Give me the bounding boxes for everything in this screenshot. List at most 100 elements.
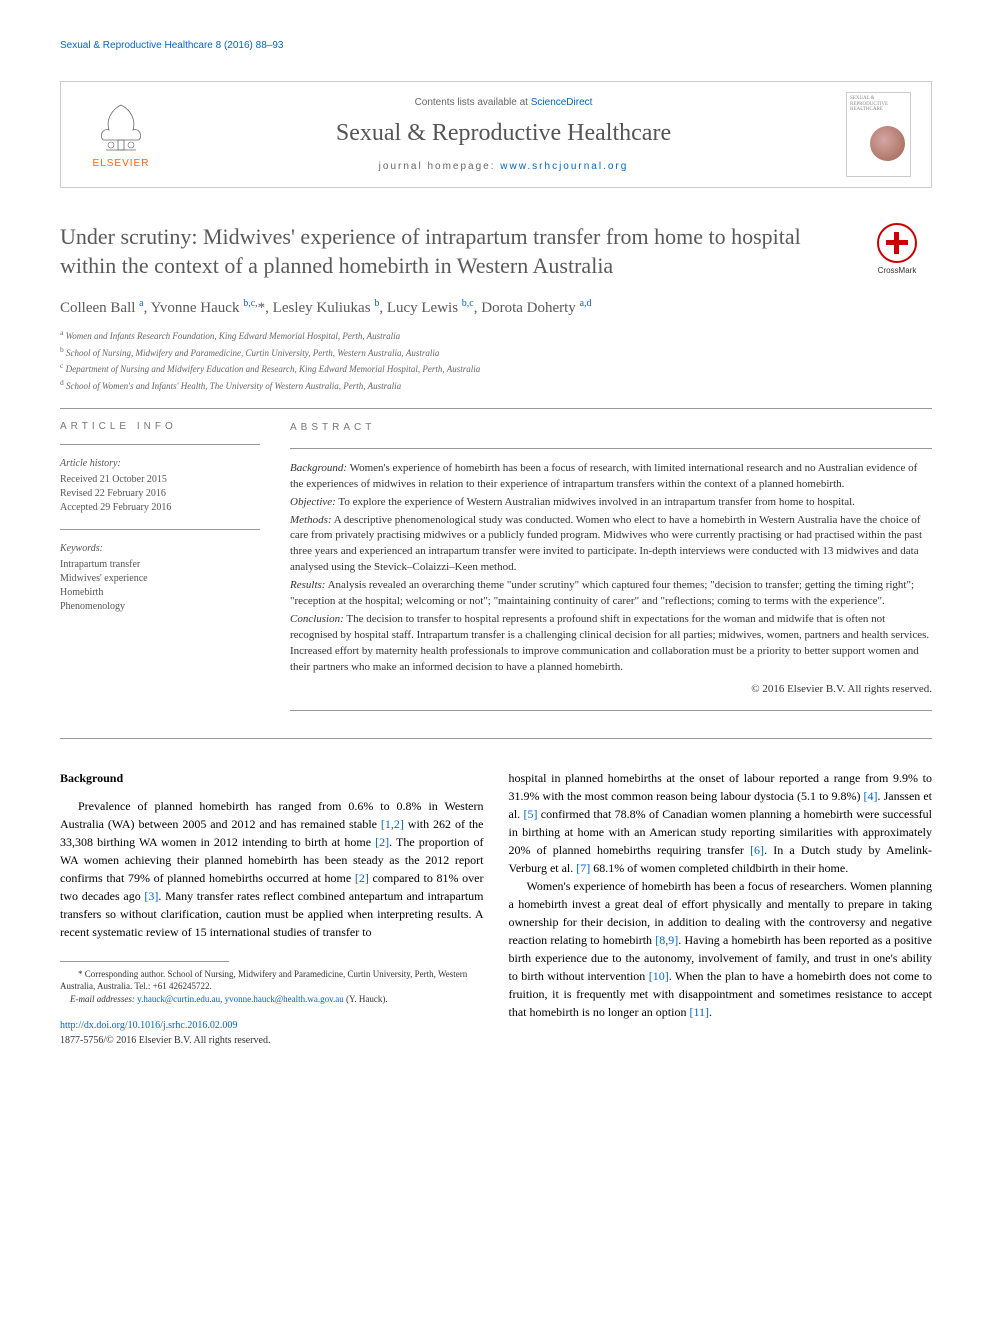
divider (60, 444, 260, 445)
author: Lucy Lewis (387, 300, 458, 316)
abstract-conclusion: Conclusion: The decision to transfer to … (290, 612, 932, 676)
history-item: Accepted 29 February 2016 (60, 501, 260, 515)
homepage-line: journal homepage: www.srhcjournal.org (161, 161, 846, 172)
abstract-subhead: Results: (290, 579, 325, 591)
divider (60, 738, 932, 739)
doi-link[interactable]: http://dx.doi.org/10.1016/j.srhc.2016.02… (60, 1020, 237, 1031)
aff-link[interactable]: b,c, (243, 298, 257, 309)
homepage-prefix: journal homepage: (379, 161, 501, 172)
citation-link[interactable]: [4] (864, 789, 878, 803)
body-column-right: hospital in planned homebirths at the on… (509, 769, 933, 1048)
email-link[interactable]: yvonne.hauck@health.wa.gov.au (225, 994, 344, 1004)
crossmark-badge[interactable]: CrossMark (862, 223, 932, 275)
contents-prefix: Contents lists available at (415, 97, 531, 108)
abstract-subhead: Background: (290, 462, 347, 474)
citation-link[interactable]: [8,9] (655, 933, 678, 947)
abstract-objective: Objective: To explore the experience of … (290, 495, 932, 511)
affiliation-text: Women and Infants Research Foundation, K… (66, 331, 401, 341)
corresponding-author-footnote: * Corresponding author. School of Nursin… (60, 968, 484, 993)
citation-link[interactable]: [10] (649, 969, 669, 983)
abstract-methods: Methods: A descriptive phenomenological … (290, 513, 932, 577)
sciencedirect-link[interactable]: ScienceDirect (531, 97, 593, 108)
citation-link[interactable]: [2] (375, 835, 389, 849)
doi-line: http://dx.doi.org/10.1016/j.srhc.2016.02… (60, 1018, 484, 1033)
divider (60, 408, 932, 409)
header-center: Contents lists available at ScienceDirec… (161, 97, 846, 172)
running-header: Sexual & Reproductive Healthcare 8 (2016… (60, 40, 932, 51)
journal-name: Sexual & Reproductive Healthcare (161, 120, 846, 147)
abstract-text: The decision to transfer to hospital rep… (290, 613, 929, 673)
body-column-left: Background Prevalence of planned homebir… (60, 769, 484, 1048)
email-link[interactable]: y.hauck@curtin.edu.au (137, 994, 220, 1004)
keyword: Intrapartum transfer (60, 558, 260, 572)
affiliations: a Women and Infants Research Foundation,… (60, 327, 932, 393)
abstract-column: ABSTRACT Background: Women's experience … (290, 421, 932, 723)
citation-link[interactable]: [6] (750, 843, 764, 857)
body-paragraph: hospital in planned homebirths at the on… (509, 769, 933, 877)
affiliation: c Department of Nursing and Midwifery Ed… (60, 360, 932, 377)
footnote-divider (60, 961, 229, 962)
journal-cover-thumbnail: SEXUAL & REPRODUCTIVE HEALTHCARE (846, 92, 911, 177)
abstract-text: A descriptive phenomenological study was… (290, 514, 922, 574)
citation-link[interactable]: [3] (144, 889, 158, 903)
elsevier-wordmark: ELSEVIER (93, 158, 150, 169)
affiliation-text: School of Nursing, Midwifery and Paramed… (66, 348, 439, 358)
author: Lesley Kuliukas (273, 300, 371, 316)
abstract-subhead: Objective: (290, 496, 336, 508)
divider (290, 710, 932, 711)
journal-header: ELSEVIER Contents lists available at Sci… (60, 81, 932, 188)
crossmark-icon (877, 223, 917, 263)
aff-link[interactable]: a,d (580, 298, 592, 309)
keyword: Midwives' experience (60, 572, 260, 586)
contents-available-line: Contents lists available at ScienceDirec… (161, 97, 846, 108)
aff-link[interactable]: b (374, 298, 379, 309)
affiliation-text: Department of Nursing and Midwifery Educ… (66, 364, 481, 374)
journal-homepage-link[interactable]: www.srhcjournal.org (500, 161, 628, 172)
keyword: Phenomenology (60, 600, 260, 614)
article-info-label: ARTICLE INFO (60, 421, 260, 432)
history-item: Revised 22 February 2016 (60, 487, 260, 501)
email-footnote: E-mail addresses: y.hauck@curtin.edu.au,… (60, 993, 484, 1006)
citation-link[interactable]: [1,2] (381, 817, 404, 831)
abstract-text: Women's experience of homebirth has been… (290, 462, 917, 490)
article-info-column: ARTICLE INFO Article history: Received 2… (60, 421, 260, 723)
keywords-head: Keywords: (60, 542, 260, 556)
affiliation: a Women and Infants Research Foundation,… (60, 327, 932, 344)
email-label: E-mail addresses: (70, 994, 135, 1004)
abstract-background: Background: Women's experience of homebi… (290, 461, 932, 493)
article-history: Article history: Received 21 October 201… (60, 457, 260, 515)
abstract-copyright: © 2016 Elsevier B.V. All rights reserved… (290, 682, 932, 698)
aff-link[interactable]: a (139, 298, 143, 309)
author: Yvonne Hauck (151, 300, 240, 316)
keywords-block: Keywords: Intrapartum transfer Midwives'… (60, 542, 260, 614)
body-paragraph: Women's experience of homebirth has been… (509, 877, 933, 1021)
affiliation: b School of Nursing, Midwifery and Param… (60, 344, 932, 361)
aff-link[interactable]: b,c (462, 298, 474, 309)
body-paragraph: Prevalence of planned homebirth has rang… (60, 797, 484, 941)
affiliation: d School of Women's and Infants' Health,… (60, 377, 932, 394)
divider (290, 448, 932, 449)
citation-link[interactable]: [7] (576, 861, 590, 875)
elsevier-tree-icon (91, 100, 151, 155)
body-text: . (709, 1005, 712, 1019)
citation-link[interactable]: [11] (689, 1005, 709, 1019)
article-title: Under scrutiny: Midwives' experience of … (60, 223, 862, 280)
author: Colleen Ball (60, 300, 135, 316)
abstract-subhead: Conclusion: (290, 613, 344, 625)
cover-thumb-title: SEXUAL & REPRODUCTIVE HEALTHCARE (847, 93, 910, 116)
history-item: Received 21 October 2015 (60, 473, 260, 487)
abstract-label: ABSTRACT (290, 421, 932, 436)
affiliation-text: School of Women's and Infants' Health, T… (66, 381, 401, 391)
divider (60, 529, 260, 530)
elsevier-logo: ELSEVIER (81, 95, 161, 175)
cover-thumb-graphic (870, 126, 905, 161)
history-head: Article history: (60, 457, 260, 471)
section-heading-background: Background (60, 769, 484, 787)
citation-link[interactable]: [2] (355, 871, 369, 885)
abstract-subhead: Methods: (290, 514, 332, 526)
email-owner: (Y. Hauck). (344, 994, 388, 1004)
citation-link[interactable]: [5] (523, 807, 537, 821)
footnotes: * Corresponding author. School of Nursin… (60, 968, 484, 1006)
crossmark-label: CrossMark (878, 266, 917, 275)
abstract-text: To explore the experience of Western Aus… (338, 496, 855, 508)
